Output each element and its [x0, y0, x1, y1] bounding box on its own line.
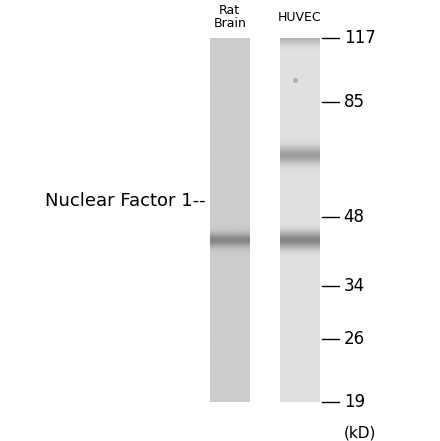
- Text: HUVEC: HUVEC: [278, 11, 322, 23]
- Text: 19: 19: [344, 393, 365, 411]
- Text: 26: 26: [344, 330, 365, 348]
- Text: Nuclear Factor 1--: Nuclear Factor 1--: [45, 192, 206, 209]
- Text: 48: 48: [344, 208, 365, 226]
- Text: 34: 34: [344, 277, 365, 295]
- Text: (kD): (kD): [344, 426, 376, 441]
- Text: Rat: Rat: [219, 4, 240, 17]
- Text: 117: 117: [344, 30, 375, 48]
- Text: 85: 85: [344, 93, 365, 112]
- Text: Brain: Brain: [213, 17, 246, 30]
